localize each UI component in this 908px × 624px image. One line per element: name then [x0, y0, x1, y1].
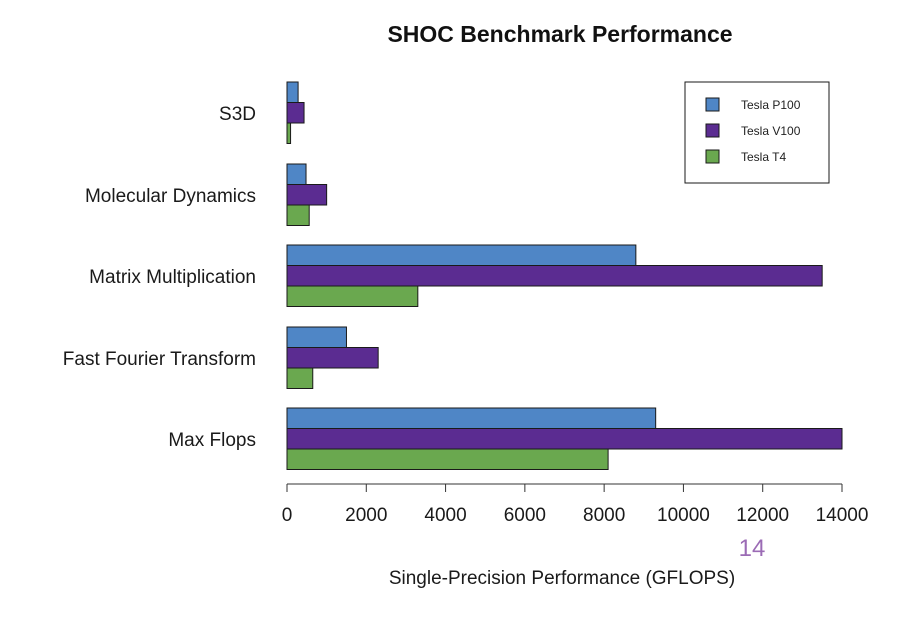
category-label: Fast Fourier Transform	[63, 349, 256, 370]
legend-label: Tesla P100	[741, 98, 801, 112]
x-tick-label: 0	[282, 505, 293, 526]
bar	[286, 448, 609, 470]
bar	[286, 347, 379, 369]
category-labels: S3D Molecular Dynamics Matrix Multiplicati…	[63, 104, 256, 451]
bar-series	[286, 81, 843, 470]
bar	[286, 163, 307, 185]
legend-label: Tesla V100	[741, 124, 801, 138]
x-tick-label: 6000	[504, 505, 546, 526]
legend-label: Tesla T4	[741, 150, 786, 164]
legend-swatch	[705, 123, 720, 138]
bar	[286, 407, 657, 429]
bar	[286, 326, 347, 348]
bar	[286, 265, 823, 287]
bar	[286, 122, 292, 144]
category-label: Max Flops	[168, 430, 256, 451]
page-number: 14	[739, 535, 766, 562]
legend: Tesla P100 Tesla V100 Tesla T4	[684, 81, 830, 184]
x-axis-title: Single-Precision Performance (GFLOPS)	[389, 568, 735, 589]
bar	[286, 204, 310, 226]
category-label: S3D	[219, 104, 256, 125]
x-tick-label: 2000	[345, 505, 387, 526]
category-label: Matrix Multiplication	[89, 267, 256, 288]
x-tick-label: 10000	[657, 505, 710, 526]
chart-title: SHOC Benchmark Performance	[387, 21, 732, 47]
category-label: Molecular Dynamics	[85, 186, 256, 207]
bar	[286, 367, 314, 389]
x-tick-label: 14000	[816, 505, 869, 526]
x-tick-label: 8000	[583, 505, 625, 526]
bar	[286, 81, 299, 103]
x-tick-label: 4000	[424, 505, 466, 526]
bar	[286, 285, 419, 307]
bar	[286, 184, 328, 206]
legend-swatch	[705, 149, 720, 164]
bar	[286, 244, 637, 266]
bar	[286, 428, 843, 450]
x-axis: 0 2000 4000 6000 8000 10000 12000 14000	[282, 483, 869, 526]
legend-swatch	[705, 97, 720, 112]
bar	[286, 102, 305, 124]
x-tick-label: 12000	[736, 505, 789, 526]
